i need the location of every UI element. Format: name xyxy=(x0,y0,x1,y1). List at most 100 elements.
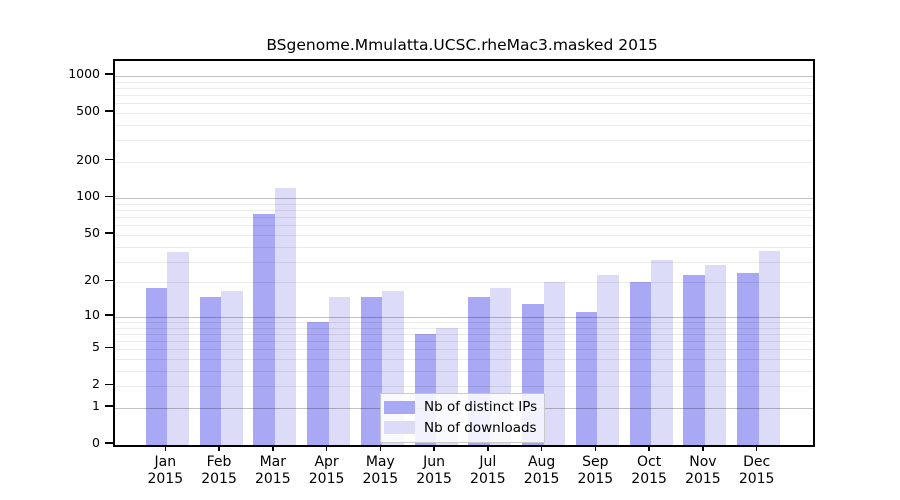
gridline-minor xyxy=(115,282,813,284)
gridline-minor xyxy=(115,322,813,323)
x-axis-label-year: 2015 xyxy=(738,470,775,487)
bar-distinct-ips xyxy=(360,296,383,445)
y-axis-tick xyxy=(105,232,113,234)
x-axis-label: Nov 2015 xyxy=(675,454,731,487)
y-axis-label: 20 xyxy=(84,272,100,288)
y-axis-tick xyxy=(105,195,113,198)
x-axis-label-year: 2015 xyxy=(577,470,614,487)
bar-downloads xyxy=(597,275,619,445)
gridline-minor xyxy=(115,386,813,388)
bar-distinct-ips xyxy=(683,275,705,445)
gridline-minor xyxy=(115,225,813,227)
y-axis-tick xyxy=(105,405,113,407)
x-axis-tick xyxy=(648,445,650,451)
x-axis-label: Aug 2015 xyxy=(514,454,570,487)
x-axis-tick xyxy=(540,445,543,451)
x-axis-label-month: Aug xyxy=(527,454,556,470)
x-axis-label: Jun 2015 xyxy=(406,454,462,487)
x-axis-tick xyxy=(379,445,382,451)
y-axis-tick xyxy=(105,110,113,112)
bar-distinct-ips xyxy=(145,287,168,445)
x-axis-label-year: 2015 xyxy=(470,470,506,487)
x-axis-tick xyxy=(272,445,274,451)
y-axis-label: 5 xyxy=(92,339,100,355)
x-axis-tick xyxy=(487,445,489,451)
y-axis-tick xyxy=(105,314,113,316)
x-axis-label-year: 2015 xyxy=(416,470,452,487)
x-axis-tick xyxy=(164,445,167,451)
x-axis-label-year: 2015 xyxy=(631,470,667,487)
x-axis-tick xyxy=(702,445,704,451)
bar-distinct-ips xyxy=(307,322,329,445)
bar-downloads xyxy=(274,187,297,445)
bar-distinct-ips xyxy=(737,273,759,445)
x-axis-tick xyxy=(755,445,758,451)
gridline-minor xyxy=(115,94,813,96)
x-axis-label-month: Mar xyxy=(259,454,287,470)
x-axis-label-month: Apr xyxy=(314,454,339,470)
y-axis-tick xyxy=(105,279,113,282)
x-axis-label-month: Feb xyxy=(206,454,232,470)
gridline-major xyxy=(115,198,813,200)
gridline-minor xyxy=(115,370,813,372)
gridline-minor xyxy=(115,359,813,361)
x-axis-label-month: Jun xyxy=(423,454,446,470)
x-axis-label: Jul 2015 xyxy=(460,454,516,487)
chart-title: BSgenome.Mmulatta.UCSC.rheMac3.masked 20… xyxy=(266,36,658,54)
x-axis-label: Oct 2015 xyxy=(621,454,677,487)
gridline-minor xyxy=(115,81,813,83)
x-axis-label-month: Oct xyxy=(637,454,662,470)
y-axis-label: 0 xyxy=(92,435,100,450)
plot-area xyxy=(113,59,815,447)
x-axis-label-year: 2015 xyxy=(308,470,345,487)
bar-downloads xyxy=(328,296,351,445)
x-axis-label-year: 2015 xyxy=(254,470,291,487)
legend-item-distinct-ips: Nb of distinct IPs xyxy=(381,397,544,418)
gridline-major xyxy=(115,316,813,318)
y-axis-label: 10 xyxy=(84,306,100,322)
gridline-minor xyxy=(115,210,813,212)
gridline-minor xyxy=(115,341,813,343)
x-axis-label: Apr 2015 xyxy=(299,454,355,487)
x-axis-label: Jan 2015 xyxy=(137,454,193,487)
gridline-minor xyxy=(115,204,813,206)
gridline-minor xyxy=(115,87,813,89)
y-axis-label: 500 xyxy=(76,102,100,118)
bar-downloads xyxy=(543,282,566,445)
gridline-minor xyxy=(115,140,813,142)
x-axis-tick xyxy=(218,445,220,451)
gridline-minor xyxy=(115,112,813,114)
bar-distinct-ips xyxy=(199,296,222,445)
gridline-major xyxy=(115,75,813,77)
x-axis-tick xyxy=(594,445,597,451)
x-axis-tick xyxy=(433,445,435,451)
chart-legend: Nb of distinct IPs Nb of downloads xyxy=(380,393,545,443)
legend-item-downloads: Nb of downloads xyxy=(381,418,544,439)
gridline-minor xyxy=(115,246,813,248)
legend-swatch-downloads xyxy=(384,421,415,435)
x-axis-label-year: 2015 xyxy=(201,470,237,487)
x-axis-label-month: Dec xyxy=(743,454,771,470)
bar-distinct-ips xyxy=(629,282,652,445)
y-axis-label: 1 xyxy=(92,397,100,413)
x-axis-label-month: Sep xyxy=(582,454,609,470)
y-axis-label: 100 xyxy=(76,188,100,204)
x-axis-tick xyxy=(325,445,328,451)
y-axis-label: 200 xyxy=(76,151,100,167)
gridline-minor xyxy=(115,327,813,329)
x-axis-label: Sep 2015 xyxy=(567,454,623,487)
y-axis-tick xyxy=(105,158,113,161)
x-axis-label-month: Jul xyxy=(479,454,497,470)
y-axis-label: 2 xyxy=(92,376,100,392)
y-axis-tick xyxy=(105,73,113,75)
x-axis-label: Feb 2015 xyxy=(191,454,247,487)
x-axis-label-month: Nov xyxy=(689,454,717,470)
bar-downloads xyxy=(651,259,673,445)
bar-downloads xyxy=(758,250,781,445)
bar-downloads xyxy=(221,290,243,445)
bar-distinct-ips xyxy=(253,213,275,445)
gridline-minor xyxy=(115,217,813,219)
y-axis-label: 50 xyxy=(84,224,100,240)
y-axis-label: 1000 xyxy=(68,65,100,81)
